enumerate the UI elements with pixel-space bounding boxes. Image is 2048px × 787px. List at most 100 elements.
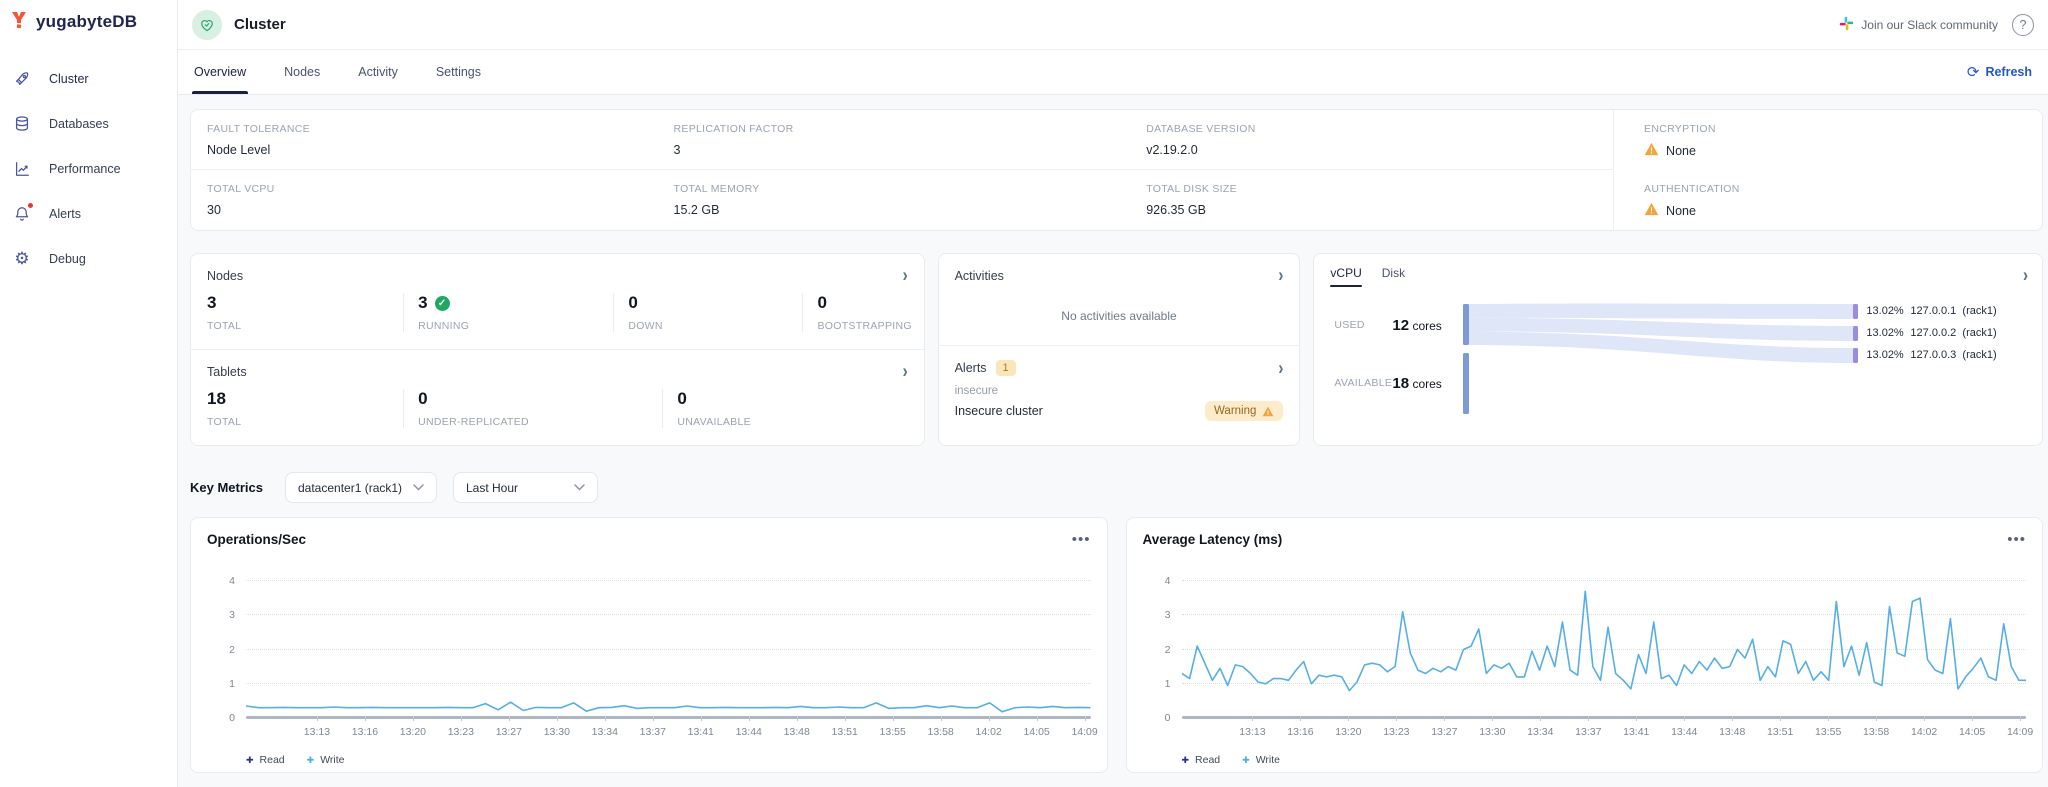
x-tick-mark <box>1828 716 1830 721</box>
summary-total-vcpu: TOTAL VCPU 30 <box>207 183 275 217</box>
x-tick-label: 13:55 <box>879 726 906 738</box>
summary-total-disk-size: TOTAL DISK SIZE 926.35 GB <box>1146 183 1237 217</box>
tablets-chevron-right-icon[interactable]: › <box>902 360 908 383</box>
summary-total-memory: TOTAL MEMORY 15.2 GB <box>673 183 760 217</box>
charts-row: Operations/Sec ••• 0 1 2 3 4 13:13 13:16 13:20… <box>190 517 2043 773</box>
activities-title: Activities <box>954 268 1004 283</box>
x-tick-label: 13:48 <box>783 726 810 738</box>
sidebar: yugabyteDB Cluster <box>0 0 178 787</box>
x-tick-label: 14:05 <box>1958 726 1986 738</box>
x-tick-mark <box>1444 716 1446 721</box>
y-tick-label: 3 <box>1164 609 1171 622</box>
legend-read: ✚ Read <box>246 754 285 766</box>
x-tick-label: 13:27 <box>495 726 522 738</box>
slack-community-link[interactable]: Join our Slack community <box>1839 16 1998 34</box>
x-tick-mark <box>844 716 846 721</box>
activities-section: Activities › No activities available <box>938 254 1300 346</box>
x-tick-label: 13:55 <box>1815 726 1842 738</box>
tab-overview[interactable]: Overview <box>192 50 249 94</box>
alerts-chevron-right-icon[interactable]: › <box>1278 356 1284 380</box>
performance-chart-icon <box>12 159 32 179</box>
chart-plot-area: 0 1 2 3 4 <box>1165 573 2027 724</box>
x-tick-label: 13:34 <box>1527 726 1554 738</box>
sidebar-item-databases[interactable]: Databases <box>0 101 177 146</box>
chart-series-svg <box>246 573 1091 718</box>
tab-settings[interactable]: Settings <box>435 65 481 79</box>
x-tick-label: 13:20 <box>1335 726 1362 738</box>
chart-menu-icon[interactable]: ••• <box>2007 530 2026 548</box>
page-title: Cluster <box>234 16 286 33</box>
x-tick-label: 14:02 <box>975 726 1002 738</box>
x-tick-mark <box>892 716 894 721</box>
x-tick-label: 13:48 <box>1719 726 1746 738</box>
x-tick-mark <box>412 716 414 721</box>
x-axis-line <box>1181 716 2026 719</box>
y-tick-label: 2 <box>1164 643 1171 656</box>
y-tick-label: 3 <box>229 609 235 622</box>
tab-activity[interactable]: Activity <box>358 65 398 79</box>
refresh-button[interactable]: ⟳ Refresh <box>1967 63 2032 81</box>
tab-nodes[interactable]: Nodes <box>284 65 321 79</box>
x-tick-mark <box>1780 716 1782 721</box>
sidebar-item-label: Alerts <box>49 206 81 221</box>
gridline <box>246 580 1091 581</box>
usage-tabs: vCPU Disk <box>1314 254 2042 287</box>
x-tick-label: 13:37 <box>639 726 666 738</box>
flow-label-node1: 13.02% 127.0.0.1 (rack1) <box>1866 305 1997 317</box>
x-tick-label: 13:34 <box>591 726 618 738</box>
alert-description: Insecure cluster <box>954 404 1043 418</box>
brand-name: yugabyteDB <box>36 12 138 31</box>
write-series-line <box>1182 591 2027 690</box>
x-tick-mark <box>796 716 798 721</box>
activities-chevron-right-icon[interactable]: › <box>1278 264 1284 287</box>
x-tick-label: 13:13 <box>303 726 331 738</box>
x-tick-label: 13:16 <box>1287 726 1314 738</box>
tablets-stat-total: 18 TOTAL <box>207 389 242 428</box>
x-tick-mark <box>364 716 366 721</box>
sidebar-item-cluster[interactable]: Cluster <box>0 56 177 101</box>
available-label: AVAILABLE <box>1334 377 1393 389</box>
chart-legend: ✚ Read ✚ Write <box>246 754 1091 766</box>
x-tick-label: 13:13 <box>1239 726 1266 738</box>
x-tick-label: 13:58 <box>1863 726 1890 738</box>
help-icon[interactable]: ? <box>2012 13 2034 36</box>
nodes-stat-total: 3 TOTAL <box>207 293 242 332</box>
usage-tab-disk[interactable]: Disk <box>1381 266 1406 280</box>
flow-label-node2: 13.02% 127.0.0.2 (rack1) <box>1866 327 1997 339</box>
y-tick-label: 2 <box>229 643 235 656</box>
nodes-chevron-right-icon[interactable]: › <box>902 264 908 287</box>
cluster-summary-card: FAULT TOLERANCE Node Level REPLICATION F… <box>190 109 2043 231</box>
sidebar-item-label: Cluster <box>49 71 89 86</box>
tablets-stat-under-replicated: 0 UNDER-REPLICATED <box>403 389 662 428</box>
legend-write: ✚ Write <box>1242 754 1281 766</box>
alert-list-item[interactable]: insecure Insecure cluster Warning ! <box>939 376 1300 421</box>
sidebar-item-label: Debug <box>49 251 86 266</box>
region-select[interactable]: datacenter1 (rack1) <box>284 472 437 503</box>
vcpu-sankey-chart: USED 12 cores AVAILABLE 18 cores 13.02% 1… <box>1314 291 2042 441</box>
alerts-count-badge: 1 <box>995 360 1016 376</box>
yugabytedb-logo[interactable]: yugabyteDB <box>0 0 177 36</box>
chart-menu-icon[interactable]: ••• <box>1071 530 1091 548</box>
time-range-select[interactable]: Last Hour <box>452 472 598 503</box>
used-label: USED <box>1334 319 1365 331</box>
tablets-title: Tablets <box>207 364 247 379</box>
refresh-icon: ⟳ <box>1966 64 1980 81</box>
y-tick-label: 4 <box>229 575 235 587</box>
x-tick-mark <box>1972 716 1974 721</box>
x-tick-label: 13:51 <box>831 726 858 738</box>
y-tick-label: 0 <box>1164 712 1171 724</box>
sidebar-item-debug[interactable]: ⚙ Debug <box>0 236 177 281</box>
resource-usage-panel: vCPU Disk › <box>1313 253 2044 446</box>
activities-alerts-panel: Activities › No activities available Ale… <box>937 253 1301 446</box>
usage-chevron-right-icon[interactable]: › <box>2023 264 2029 287</box>
usage-tab-vcpu[interactable]: vCPU <box>1330 266 1363 287</box>
x-tick-mark <box>1588 716 1590 721</box>
x-tick-mark <box>460 716 462 721</box>
sidebar-item-alerts[interactable]: Alerts <box>0 191 177 236</box>
database-icon <box>12 114 32 134</box>
write-series-marker: ✚ <box>306 754 315 765</box>
alerts-title: Alerts <box>954 361 987 375</box>
x-tick-mark <box>508 716 510 721</box>
sidebar-item-performance[interactable]: Performance <box>0 146 177 191</box>
